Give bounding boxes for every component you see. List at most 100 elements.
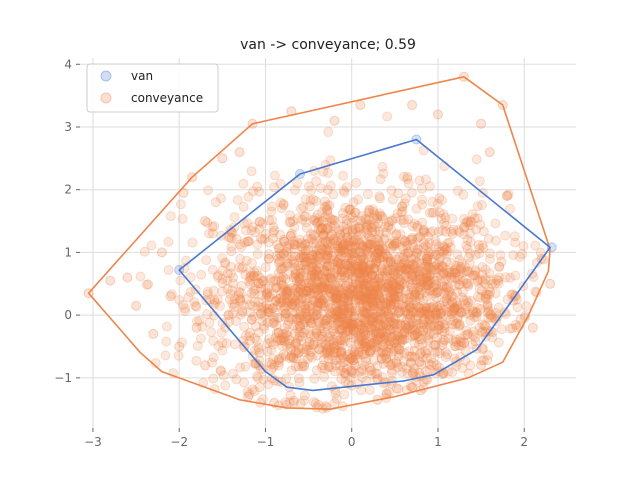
scatter-point-conveyance bbox=[395, 318, 406, 329]
scatter-point-conveyance bbox=[357, 264, 368, 275]
scatter-point-conveyance bbox=[333, 272, 344, 283]
scatter-point-conveyance bbox=[318, 229, 329, 240]
scatter-point-conveyance bbox=[317, 223, 328, 234]
scatter-point-conveyance bbox=[330, 344, 341, 355]
scatter-point-conveyance bbox=[377, 161, 388, 172]
scatter-point-conveyance bbox=[440, 212, 451, 223]
scatter-point-conveyance bbox=[482, 289, 493, 300]
scatter-point-conveyance bbox=[226, 233, 237, 243]
scatter-point-conveyance bbox=[316, 282, 327, 293]
scatter-point-conveyance bbox=[332, 264, 343, 275]
scatter-point-conveyance bbox=[374, 277, 385, 288]
scatter-point-conveyance bbox=[313, 331, 324, 342]
scatter-point-conveyance bbox=[278, 249, 289, 259]
scatter-point-conveyance bbox=[408, 259, 419, 270]
scatter-point-conveyance bbox=[413, 282, 424, 293]
scatter-point-conveyance bbox=[281, 373, 292, 384]
scatter-point-conveyance bbox=[418, 267, 429, 278]
scatter-point-conveyance bbox=[338, 185, 349, 196]
scatter-point-conveyance bbox=[454, 319, 465, 330]
scatter-point-conveyance bbox=[323, 167, 334, 178]
scatter-point-conveyance bbox=[505, 203, 516, 214]
scatter-point-conveyance bbox=[298, 243, 309, 254]
scatter-point-conveyance bbox=[339, 389, 350, 400]
scatter-point-conveyance bbox=[383, 311, 394, 322]
scatter-point-conveyance bbox=[436, 260, 447, 271]
scatter-point-conveyance bbox=[336, 346, 347, 357]
scatter-point-conveyance bbox=[307, 352, 317, 363]
scatter-point-conveyance bbox=[286, 300, 297, 311]
scatter-point-conveyance bbox=[262, 303, 273, 314]
scatter-point-conveyance bbox=[335, 360, 346, 371]
scatter-point-conveyance bbox=[422, 241, 433, 252]
scatter-point-conveyance bbox=[253, 342, 264, 353]
scatter-point-conveyance bbox=[441, 271, 452, 282]
scatter-point-conveyance bbox=[358, 314, 369, 325]
scatter-point-conveyance bbox=[337, 314, 348, 325]
scatter-point-conveyance bbox=[363, 280, 374, 291]
scatter-point-conveyance bbox=[423, 251, 434, 262]
scatter-point-conveyance bbox=[342, 325, 353, 336]
scatter-point-conveyance bbox=[480, 293, 491, 304]
scatter-point-conveyance bbox=[324, 287, 335, 298]
scatter-point-conveyance bbox=[413, 268, 424, 279]
scatter-point-conveyance bbox=[215, 365, 226, 376]
scatter-point-conveyance bbox=[267, 201, 277, 212]
scatter-point-conveyance bbox=[364, 289, 375, 300]
scatter-point-conveyance bbox=[298, 288, 309, 299]
scatter-point-conveyance bbox=[362, 248, 373, 259]
scatter-point-conveyance bbox=[351, 353, 362, 364]
scatter-point-conveyance bbox=[392, 302, 403, 313]
scatter-point-conveyance bbox=[322, 184, 333, 195]
scatter-point-conveyance bbox=[373, 303, 384, 314]
scatter-point-conveyance bbox=[237, 262, 248, 272]
scatter-point-conveyance bbox=[328, 259, 339, 270]
scatter-point-conveyance bbox=[253, 373, 264, 384]
scatter-point-conveyance bbox=[401, 294, 412, 305]
scatter-point-conveyance bbox=[271, 295, 282, 306]
scatter-point-conveyance bbox=[234, 293, 245, 304]
scatter-point-conveyance bbox=[507, 323, 518, 334]
scatter-point-conveyance bbox=[428, 302, 439, 313]
scatter-point-conveyance bbox=[255, 273, 266, 284]
scatter-point-conveyance bbox=[237, 305, 247, 316]
scatter-point-conveyance bbox=[503, 189, 514, 200]
scatter-point-conveyance bbox=[249, 333, 260, 344]
scatter-point-conveyance bbox=[303, 244, 314, 255]
scatter-point-conveyance bbox=[206, 327, 217, 338]
scatter-point-conveyance bbox=[286, 342, 297, 353]
scatter-point-conveyance bbox=[351, 177, 362, 188]
scatter-point-conveyance bbox=[272, 282, 283, 292]
scatter-point-conveyance bbox=[409, 292, 420, 303]
scatter-point-conveyance bbox=[388, 240, 399, 251]
scatter-point-conveyance bbox=[365, 242, 376, 253]
scatter-point-conveyance bbox=[434, 348, 445, 359]
scatter-point-conveyance bbox=[347, 226, 358, 237]
scatter-point-conveyance bbox=[300, 257, 311, 268]
scatter-point-conveyance bbox=[397, 235, 408, 245]
scatter-point-conveyance bbox=[288, 236, 299, 246]
scatter-point-conveyance bbox=[406, 282, 417, 293]
scatter-point-conveyance bbox=[424, 207, 435, 218]
scatter-point-conveyance bbox=[376, 348, 386, 358]
scatter-point-conveyance bbox=[202, 217, 213, 228]
scatter-point-conveyance bbox=[312, 271, 323, 281]
scatter-point-conveyance bbox=[313, 298, 324, 309]
scatter-point-conveyance bbox=[346, 319, 357, 330]
scatter-point-conveyance bbox=[417, 338, 428, 349]
scatter-point-conveyance bbox=[385, 276, 396, 287]
scatter-point-conveyance bbox=[447, 305, 458, 316]
scatter-point-conveyance bbox=[295, 263, 306, 274]
scatter-point-conveyance bbox=[401, 264, 412, 275]
scatter-point-conveyance bbox=[340, 271, 351, 281]
scatter-point-conveyance bbox=[320, 301, 331, 312]
scatter-point-conveyance bbox=[290, 268, 301, 279]
scatter-point-conveyance bbox=[408, 299, 419, 310]
scatter-point-conveyance bbox=[228, 368, 238, 379]
scatter-point-conveyance bbox=[385, 299, 396, 310]
scatter-point-conveyance bbox=[293, 315, 304, 326]
scatter-point-conveyance bbox=[334, 316, 345, 327]
scatter-point-conveyance bbox=[452, 287, 463, 298]
scatter-point-conveyance bbox=[296, 203, 307, 214]
scatter-point-conveyance bbox=[241, 255, 252, 266]
